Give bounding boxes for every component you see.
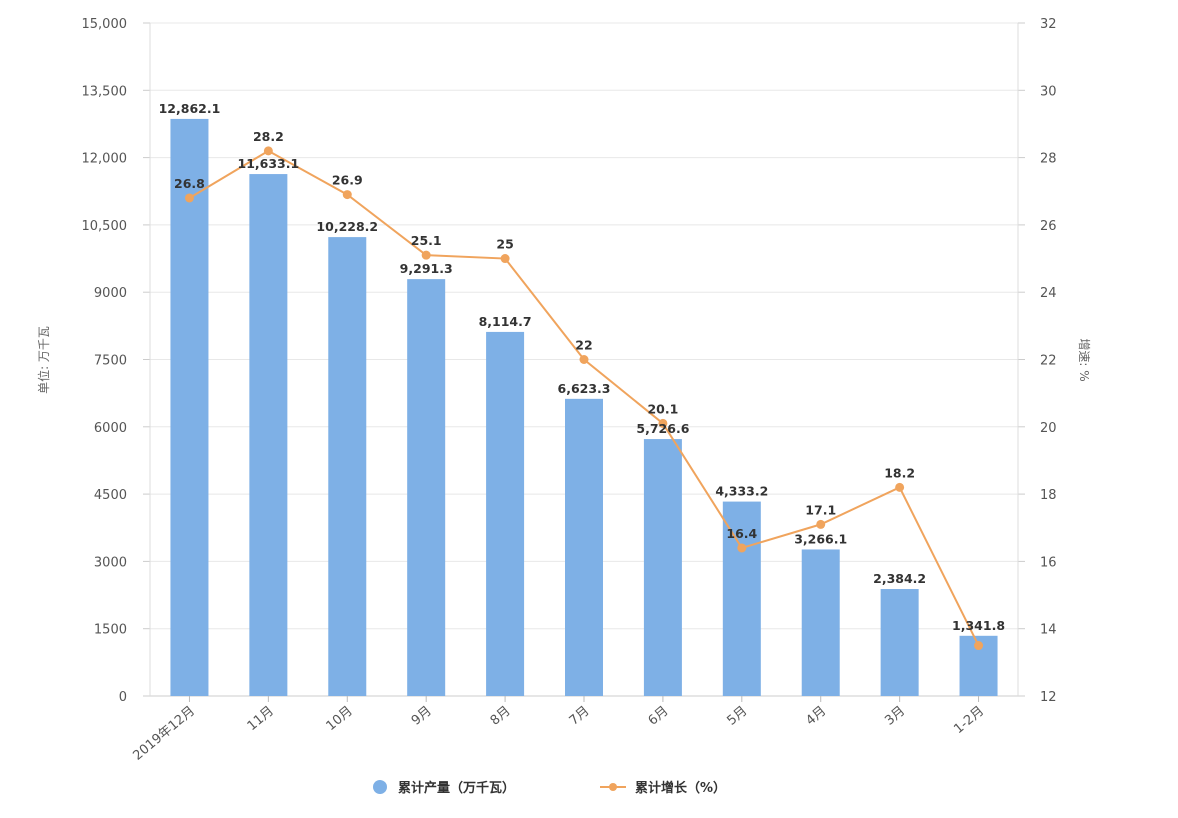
- x-tick-label: 10月: [324, 704, 356, 734]
- bar-series: [170, 118, 998, 696]
- bar-data-label: 2,384.2: [873, 571, 926, 586]
- x-tick-label: 4月: [803, 704, 829, 729]
- line-point: [974, 641, 984, 651]
- x-tick-label: 5月: [724, 704, 750, 729]
- line-data-label: 18.2: [884, 465, 915, 480]
- y-right-tick-label: 24: [1040, 286, 1057, 301]
- bar: [643, 439, 682, 696]
- y-left-tick-label: 10,500: [82, 219, 128, 234]
- legend: 累计产量（万千瓦） 累计增长（%）: [373, 780, 726, 796]
- data-labels: 12,862.1 11,633.1 10,228.2 9,291.3 8,114.7 6,…: [159, 101, 1005, 633]
- y-axis-left-title: 单位: 万千瓦: [36, 326, 51, 394]
- line-point: [895, 482, 905, 492]
- line-point: [816, 519, 826, 529]
- y-right-tick-label: 20: [1040, 421, 1057, 436]
- y-right-tick-label: 16: [1040, 555, 1057, 570]
- legend-line-dot: [609, 783, 617, 791]
- line-point: [500, 254, 510, 264]
- line-data-label: 22: [575, 338, 592, 353]
- x-tick-label: 2019年12月: [130, 704, 198, 764]
- bar: [486, 331, 525, 696]
- bar-data-label: 8,114.7: [479, 314, 532, 329]
- y-left-tick-label: 6000: [94, 421, 127, 436]
- bar-data-label: 10,228.2: [316, 219, 378, 234]
- bar: [170, 118, 209, 696]
- x-tick-label: 6月: [646, 704, 672, 729]
- bar: [801, 549, 840, 696]
- legend-line-label: 累计增长（%）: [635, 780, 726, 796]
- bar-data-label: 5,726.6: [636, 421, 689, 436]
- bar-data-label: 1,341.8: [952, 618, 1005, 633]
- bar: [249, 174, 288, 696]
- y-right-tick-label: 26: [1040, 219, 1057, 234]
- bar: [328, 237, 367, 696]
- bar-data-label: 12,862.1: [159, 101, 221, 116]
- line-point: [579, 355, 589, 364]
- y-axis-right-title: 增速: %: [1077, 338, 1091, 381]
- y-right-tick-label: 30: [1040, 84, 1057, 99]
- y-right-tick-label: 22: [1040, 354, 1057, 369]
- y-left-tick-label: 1500: [94, 623, 127, 638]
- x-tick-label: 11月: [245, 704, 277, 734]
- y-right-tick-label: 32: [1040, 17, 1057, 32]
- bar: [407, 279, 446, 696]
- line-data-label: 28.2: [253, 129, 284, 144]
- line-point: [184, 193, 194, 203]
- legend-item-bar[interactable]: 累计产量（万千瓦）: [373, 780, 515, 796]
- y-left-tick-label: 9000: [94, 286, 127, 301]
- bar-data-label: 3,266.1: [794, 531, 847, 546]
- line-point: [342, 190, 352, 200]
- x-tick-label: 7月: [567, 704, 593, 729]
- bar-data-label: 6,623.3: [558, 381, 611, 396]
- legend-bar-label: 累计产量（万千瓦）: [398, 780, 515, 796]
- bar-data-label: 11,633.1: [238, 156, 300, 171]
- line-point: [658, 418, 668, 428]
- line-data-label: 26.8: [174, 176, 205, 191]
- bar-data-label: 4,333.2: [715, 484, 768, 499]
- y-left-tick-label: 12,000: [82, 152, 128, 167]
- line-data-label: 26.9: [332, 173, 363, 188]
- bar: [722, 501, 761, 696]
- line-point: [737, 543, 747, 553]
- legend-bar-marker: [373, 780, 387, 794]
- x-tick-label: 9月: [409, 704, 435, 729]
- bar: [565, 398, 603, 696]
- line-data-label: 25.1: [411, 233, 442, 248]
- y-right-tick-label: 28: [1040, 152, 1057, 167]
- y-right-tick-label: 12: [1040, 690, 1057, 705]
- bar: [880, 589, 919, 696]
- y-left-tick-label: 13,500: [82, 84, 128, 99]
- legend-item-line[interactable]: 累计增长（%）: [600, 780, 726, 796]
- x-tick-label: 8月: [488, 704, 514, 729]
- y-left-tick-label: 15,000: [82, 17, 128, 32]
- y-left-tick-label: 7500: [94, 354, 127, 369]
- y-left-tick-label: 3000: [94, 555, 127, 570]
- bar-data-label: 9,291.3: [400, 261, 453, 276]
- x-tick-label: 3月: [882, 704, 908, 729]
- line-point: [421, 250, 431, 260]
- y-right-tick-label: 18: [1040, 488, 1057, 503]
- line-series: [184, 146, 984, 651]
- line-data-label: 20.1: [647, 401, 678, 416]
- y-right-tick-label: 14: [1040, 623, 1057, 638]
- line-data-label: 25: [496, 237, 513, 252]
- line-data-label: 17.1: [805, 502, 836, 517]
- y-left-tick-label: 4500: [94, 488, 127, 503]
- line-data-label: 16.4: [726, 526, 757, 541]
- x-tick-label: 1-2月: [951, 704, 987, 737]
- line-point: [263, 146, 273, 156]
- y-left-tick-label: 0: [119, 690, 127, 705]
